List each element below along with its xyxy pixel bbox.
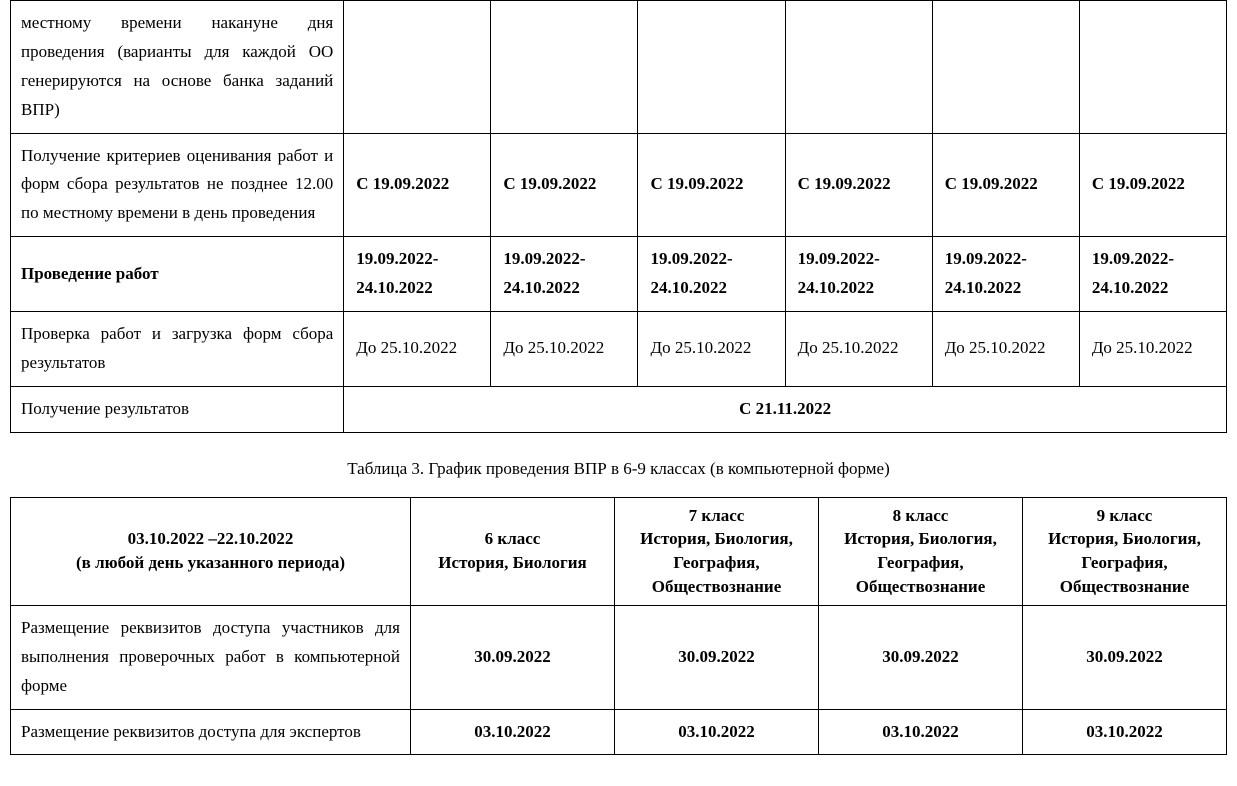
schedule-table-2: 03.10.2022 –22.10.2022(в любой день указ…	[10, 497, 1227, 756]
cell: До 25.10.2022	[344, 312, 491, 387]
cell: 19.09.2022-24.10.2022	[785, 237, 932, 312]
cell: 03.10.2022	[1023, 709, 1227, 755]
column-header: 9 классИстория, Биология, География, Общ…	[1023, 497, 1227, 605]
table-row: Проведение работ19.09.2022-24.10.202219.…	[11, 237, 1227, 312]
cell: 03.10.2022	[615, 709, 819, 755]
cell: До 25.10.2022	[491, 312, 638, 387]
table-row: Размещение реквизитов доступа участников…	[11, 605, 1227, 709]
row-label: Проверка работ и загрузка форм сбора рез…	[11, 312, 344, 387]
cell: С 19.09.2022	[344, 133, 491, 237]
cell: 30.09.2022	[615, 605, 819, 709]
table-row: Получение результатовС 21.11.2022	[11, 386, 1227, 432]
row-label: Получение критериев оценивания работ и ф…	[11, 133, 344, 237]
cell: До 25.10.2022	[638, 312, 785, 387]
cell	[344, 1, 491, 134]
table-row: местному времени накануне дня проведения…	[11, 1, 1227, 134]
cell: С 19.09.2022	[491, 133, 638, 237]
cell: 19.09.2022-24.10.2022	[344, 237, 491, 312]
table-row: Получение критериев оценивания работ и ф…	[11, 133, 1227, 237]
cell: 19.09.2022-24.10.2022	[932, 237, 1079, 312]
cell: 03.10.2022	[819, 709, 1023, 755]
cell: До 25.10.2022	[1079, 312, 1226, 387]
cell: 19.09.2022-24.10.2022	[638, 237, 785, 312]
row-label: Проведение работ	[11, 237, 344, 312]
row-label: Размещение реквизитов доступа для экспер…	[11, 709, 411, 755]
cell: 19.09.2022-24.10.2022	[1079, 237, 1226, 312]
cell: С 19.09.2022	[932, 133, 1079, 237]
row-label: Получение результатов	[11, 386, 344, 432]
cell	[491, 1, 638, 134]
schedule-table-1: местному времени накануне дня проведения…	[10, 0, 1227, 433]
column-header: 7 классИстория, Биология, География, Общ…	[615, 497, 819, 605]
cell	[638, 1, 785, 134]
row-label: Размещение реквизитов доступа участников…	[11, 605, 411, 709]
column-header: 6 классИстория, Биология	[411, 497, 615, 605]
cell: До 25.10.2022	[932, 312, 1079, 387]
cell: С 19.09.2022	[638, 133, 785, 237]
row-label: местному времени накануне дня проведения…	[11, 1, 344, 134]
table-row: Размещение реквизитов доступа для экспер…	[11, 709, 1227, 755]
cell	[932, 1, 1079, 134]
cell: 19.09.2022-24.10.2022	[491, 237, 638, 312]
merged-cell: С 21.11.2022	[344, 386, 1227, 432]
cell: 30.09.2022	[1023, 605, 1227, 709]
cell: 30.09.2022	[411, 605, 615, 709]
cell: 03.10.2022	[411, 709, 615, 755]
cell	[785, 1, 932, 134]
cell: С 19.09.2022	[1079, 133, 1226, 237]
table-row: Проверка работ и загрузка форм сбора рез…	[11, 312, 1227, 387]
column-header: 8 классИстория, Биология, География, Общ…	[819, 497, 1023, 605]
cell: До 25.10.2022	[785, 312, 932, 387]
cell	[1079, 1, 1226, 134]
column-header: 03.10.2022 –22.10.2022(в любой день указ…	[11, 497, 411, 605]
cell: 30.09.2022	[819, 605, 1023, 709]
table-3-caption: Таблица 3. График проведения ВПР в 6-9 к…	[10, 459, 1227, 479]
cell: С 19.09.2022	[785, 133, 932, 237]
